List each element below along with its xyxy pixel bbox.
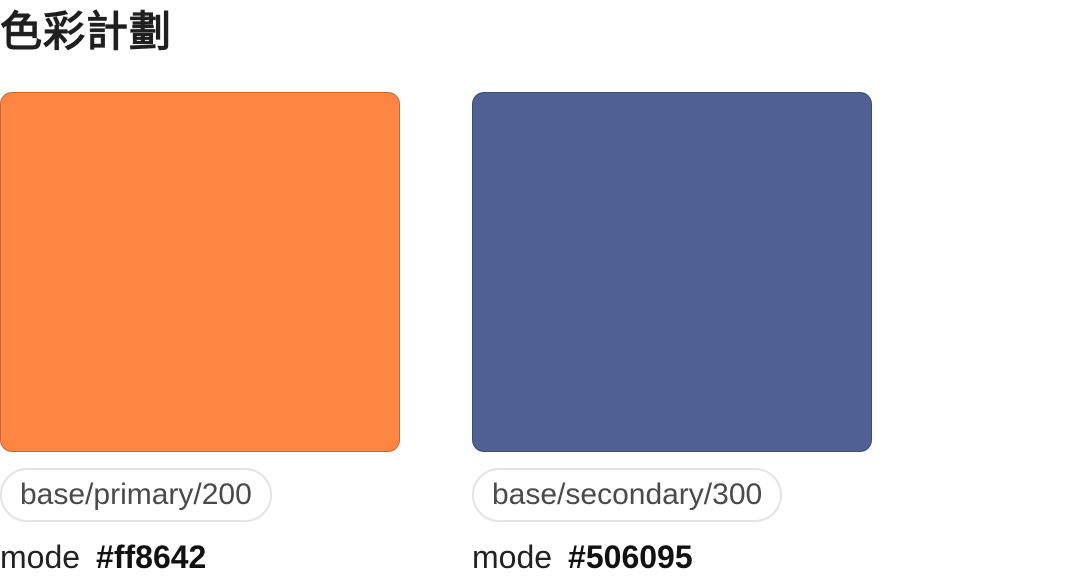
page-title: 色彩計劃 bbox=[0, 7, 173, 56]
hex-value: #ff8642 bbox=[96, 539, 207, 575]
token-chip-primary: base/primary/200 bbox=[0, 468, 272, 522]
mode-row-secondary: mode #506095 bbox=[472, 536, 693, 578]
mode-label: mode bbox=[0, 539, 81, 575]
color-swatch-primary bbox=[0, 92, 400, 452]
mode-row-primary: mode #ff8642 bbox=[0, 536, 206, 578]
mode-label: mode bbox=[472, 539, 553, 575]
hex-value: #506095 bbox=[568, 539, 693, 575]
color-swatch-card-primary: base/primary/200 mode #ff8642 bbox=[0, 92, 400, 575]
color-swatch-secondary bbox=[472, 92, 872, 452]
token-chip-secondary: base/secondary/300 bbox=[472, 468, 783, 522]
color-swatch-card-secondary: base/secondary/300 mode #506095 bbox=[472, 92, 872, 575]
